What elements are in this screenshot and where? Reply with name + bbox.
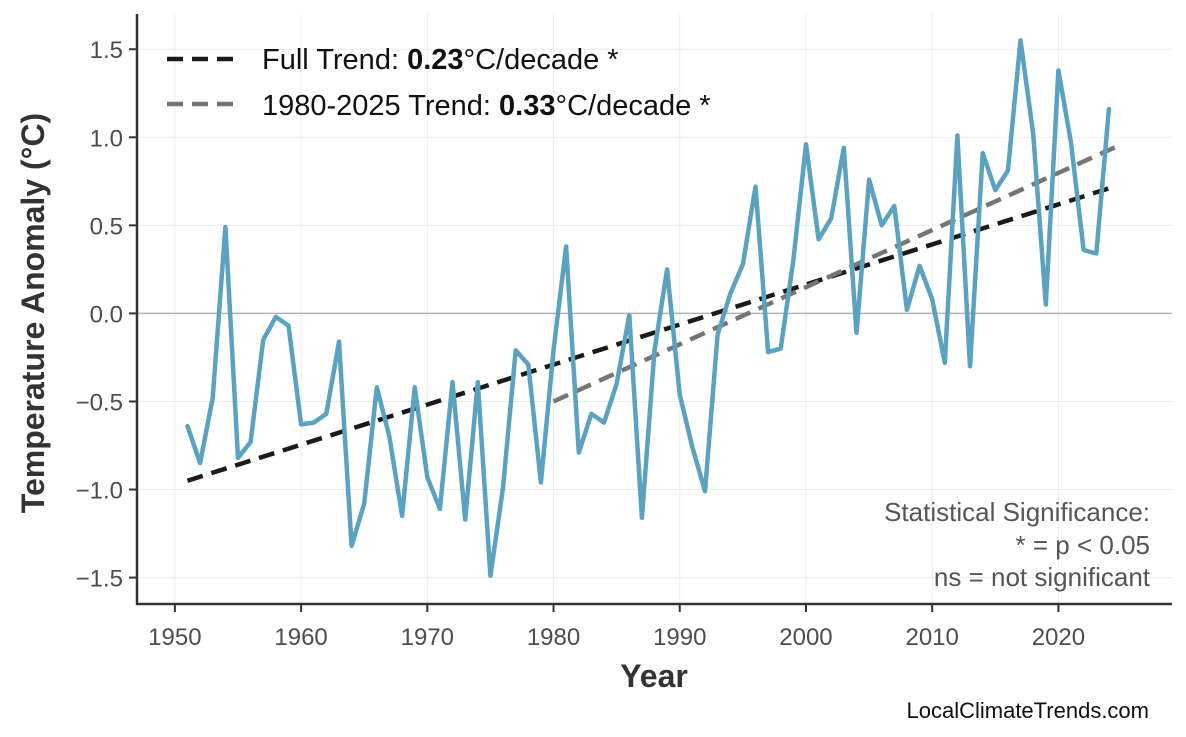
- site-credit: LocalClimateTrends.com: [907, 698, 1150, 723]
- y-tick-label-5: 1.0: [90, 125, 123, 152]
- x-tick-label-1950: 1950: [148, 624, 201, 651]
- legend-label-recent-trend: 1980-2025 Trend: 0.33°C/decade *: [262, 90, 711, 122]
- significance-note-title: Statistical Significance:: [884, 497, 1150, 527]
- y-tick-label-4: 0.5: [90, 213, 123, 240]
- legend-recent-trend-suffix: °C/decade *: [555, 90, 710, 122]
- x-tick-label-1980: 1980: [527, 624, 580, 651]
- legend-recent-trend-prefix: 1980-2025 Trend:: [262, 90, 499, 122]
- recent-trend-line: [552, 142, 1123, 404]
- y-tick-label-1: −1.0: [76, 478, 123, 505]
- significance-note-line-1: * = p < 0.05: [1016, 530, 1150, 560]
- y-tick-label-3: 0.0: [90, 301, 123, 328]
- legend-full-trend-suffix: °C/decade *: [464, 44, 619, 76]
- y-tick-label-2: −0.5: [76, 389, 123, 416]
- x-axis-title: Year: [620, 658, 688, 694]
- legend-full-trend-value: 0.23: [407, 44, 463, 76]
- legend-label-full-trend: Full Trend: 0.23°C/decade *: [262, 44, 619, 76]
- axes: [135, 14, 1172, 606]
- legend: Full Trend: 0.23°C/decade * 1980-2025 Tr…: [167, 44, 711, 122]
- y-tick-label-6: 1.5: [90, 37, 123, 64]
- significance-note: Statistical Significance: * = p < 0.05 n…: [884, 497, 1151, 592]
- x-tick-label-1970: 1970: [401, 624, 454, 651]
- x-tick-label-1990: 1990: [653, 624, 706, 651]
- legend-recent-trend-value: 0.33: [499, 90, 555, 122]
- trend-lines: [186, 142, 1123, 483]
- temperature-anomaly-series-line: [185, 38, 1112, 579]
- y-axis-ticks: −1.5 −1.0 −0.5 0.0 0.5 1.0 1.5: [76, 37, 137, 593]
- x-axis-ticks: 1950 1960 1970 1980 1990 2000 2010 2020: [148, 604, 1085, 651]
- significance-note-line-2: ns = not significant: [934, 562, 1151, 592]
- y-tick-label-0: −1.5: [76, 566, 123, 593]
- x-tick-label-1960: 1960: [274, 624, 327, 651]
- x-tick-label-2000: 2000: [779, 624, 832, 651]
- y-axis-title: Temperature Anomaly (°C): [15, 113, 51, 513]
- full-trend-line: [186, 186, 1110, 483]
- x-tick-label-2020: 2020: [1032, 624, 1085, 651]
- x-tick-label-2010: 2010: [905, 624, 958, 651]
- legend-full-trend-prefix: Full Trend:: [262, 44, 407, 76]
- grid: [137, 14, 1172, 604]
